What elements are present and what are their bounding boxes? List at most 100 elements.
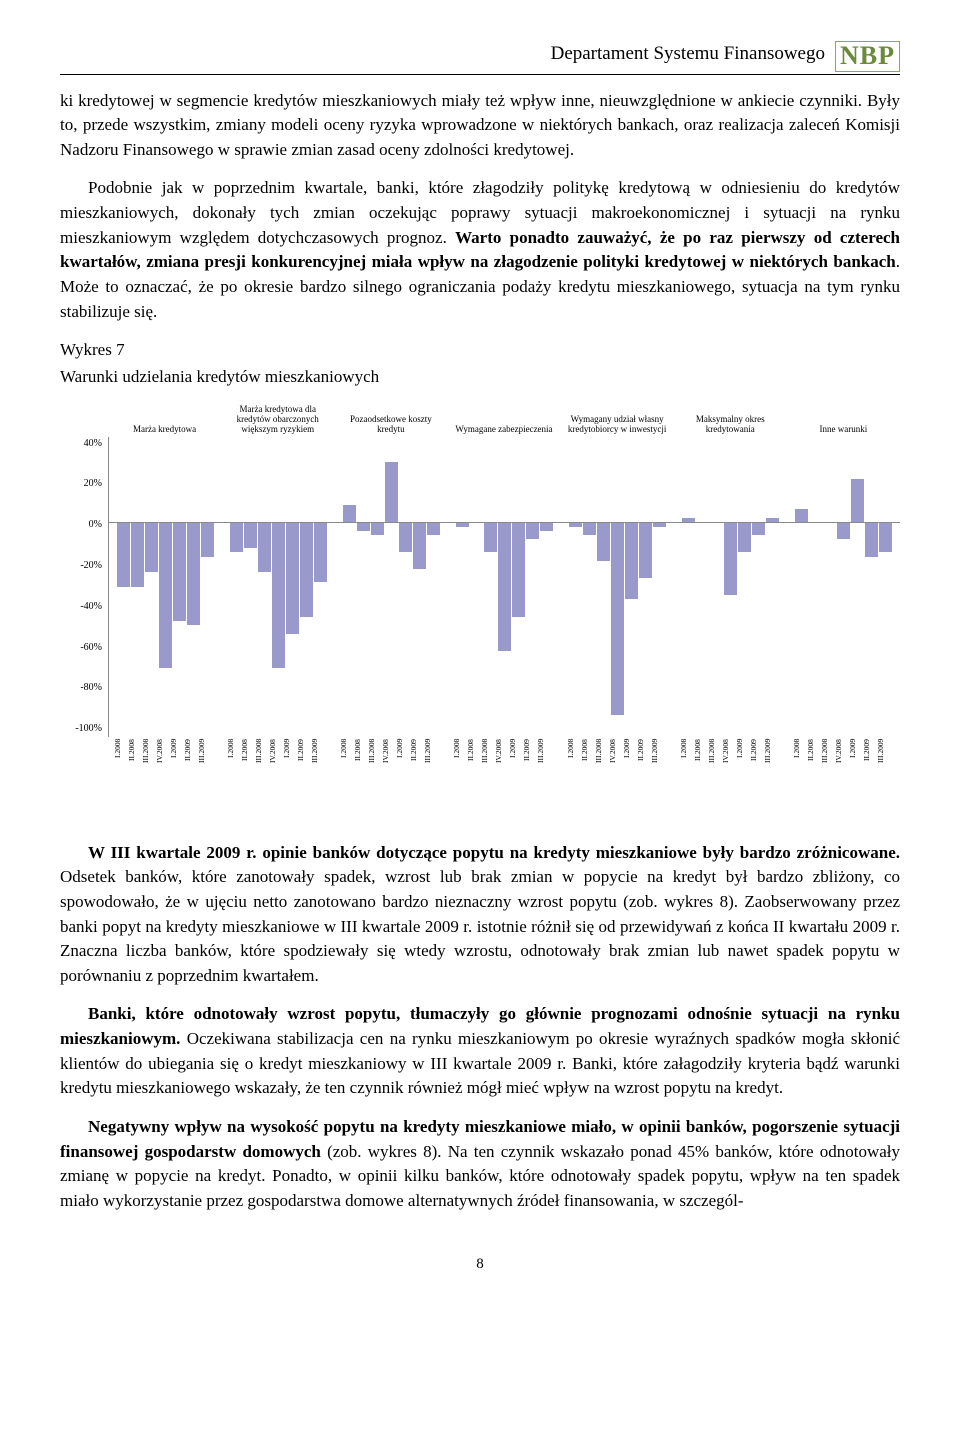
bar-slot [314, 437, 327, 737]
bar [201, 522, 214, 556]
bar-group [787, 437, 900, 737]
group-header: Pozaodsetkowe koszty kredytu [334, 404, 447, 435]
bar-slot [230, 437, 243, 737]
bar-slot [286, 437, 299, 737]
bar [752, 522, 765, 535]
bar-slot [653, 437, 666, 737]
x-tick: II.2008 [466, 739, 479, 781]
bar-slot [752, 437, 765, 737]
bar-slot [696, 437, 709, 737]
y-axis: 40%20%0%-20%-40%-60%-80%-100% [60, 437, 108, 737]
chart-7: Marża kredytowaMarża kredytowa dla kredy… [60, 404, 900, 781]
x-tick: III.2009 [310, 739, 323, 781]
bar [540, 522, 553, 531]
x-tick: IV.2008 [608, 739, 621, 781]
x-tick: II.2008 [127, 739, 140, 781]
bar-slot [498, 437, 511, 737]
x-tick: IV.2008 [721, 739, 734, 781]
y-tick: -80% [80, 681, 102, 696]
chart-body: 40%20%0%-20%-40%-60%-80%-100% [60, 437, 900, 737]
x-tick: IV.2008 [155, 739, 168, 781]
bar-slot [357, 437, 370, 737]
y-tick: -40% [80, 600, 102, 615]
x-label-group: I.2008II.2008III.2008IV.2008I.2009II.200… [447, 739, 560, 781]
x-tick: III.2008 [480, 739, 493, 781]
bar [357, 522, 370, 531]
bar [131, 522, 144, 586]
bar-slot [159, 437, 172, 737]
bar [173, 522, 186, 621]
bar-slot [851, 437, 864, 737]
bar [159, 522, 172, 668]
page-header: Departament Systemu Finansowego NBP [60, 40, 900, 75]
bar-slot [611, 437, 624, 737]
group-header: Wymagany udział własny kredytobiorcy w i… [561, 404, 674, 435]
group-header: Marża kredytowa dla kredytów obarczonych… [221, 404, 334, 435]
bar-group [448, 437, 561, 737]
bar-slot [738, 437, 751, 737]
bar [484, 522, 497, 552]
bar-group [222, 437, 335, 737]
bar-slot [470, 437, 483, 737]
x-tick: II.2009 [183, 739, 196, 781]
bar-slot [173, 437, 186, 737]
x-tick: I.2008 [792, 739, 805, 781]
paragraph-4: Banki, które odnotowały wzrost popytu, t… [60, 1002, 900, 1101]
bar [300, 522, 313, 616]
bar-slot [427, 437, 440, 737]
bar-slot [569, 437, 582, 737]
bar-slot [131, 437, 144, 737]
bar-slot [526, 437, 539, 737]
page-number: 8 [60, 1254, 900, 1276]
x-tick: II.2009 [522, 739, 535, 781]
bar-slot [272, 437, 285, 737]
x-tick: I.2008 [339, 739, 352, 781]
y-tick: -60% [80, 641, 102, 656]
x-tick: I.2009 [622, 739, 635, 781]
x-axis-labels: I.2008II.2008III.2008IV.2008I.2009II.200… [108, 739, 900, 781]
bar-slot [117, 437, 130, 737]
bar-slot [837, 437, 850, 737]
chart-group-headers: Marża kredytowaMarża kredytowa dla kredy… [108, 404, 900, 435]
bar-group [109, 437, 222, 737]
x-label-group: I.2008II.2008III.2008IV.2008I.2009II.200… [787, 739, 900, 781]
group-header: Marża kredytowa [108, 404, 221, 435]
nbp-logo: NBP [835, 41, 900, 72]
x-tick: I.2009 [395, 739, 408, 781]
bar [117, 522, 130, 586]
bar-slot [484, 437, 497, 737]
x-tick: II.2009 [749, 739, 762, 781]
x-tick: II.2009 [862, 739, 875, 781]
x-tick: II.2008 [353, 739, 366, 781]
x-tick: I.2009 [169, 739, 182, 781]
paragraph-2: Podobnie jak w poprzednim kwartale, bank… [60, 176, 900, 324]
x-label-group: I.2008II.2008III.2008IV.2008I.2009II.200… [108, 739, 221, 781]
x-tick: II.2008 [693, 739, 706, 781]
x-tick: I.2009 [282, 739, 295, 781]
bar-slot [456, 437, 469, 737]
x-tick: III.2009 [876, 739, 889, 781]
bar-slot [795, 437, 808, 737]
bar-slot [724, 437, 737, 737]
y-tick: 20% [84, 477, 102, 492]
bar-slot [371, 437, 384, 737]
x-tick: I.2008 [679, 739, 692, 781]
x-tick: III.2008 [820, 739, 833, 781]
bar-slot [625, 437, 638, 737]
bar [865, 522, 878, 556]
group-header: Wymagane zabezpieczenia [447, 404, 560, 435]
bar-slot [865, 437, 878, 737]
bar [187, 522, 200, 625]
bar [272, 522, 285, 668]
bar-slot [512, 437, 525, 737]
bar-slot [766, 437, 779, 737]
bar [314, 522, 327, 582]
bar-slot [710, 437, 723, 737]
x-tick: III.2009 [536, 739, 549, 781]
chart-plot [108, 437, 900, 737]
bar [230, 522, 243, 552]
paragraph-1: ki kredytowej w segmencie kredytów miesz… [60, 89, 900, 163]
x-tick: III.2008 [367, 739, 380, 781]
bar [145, 522, 158, 571]
figure-title: Wykres 7 [60, 338, 900, 363]
